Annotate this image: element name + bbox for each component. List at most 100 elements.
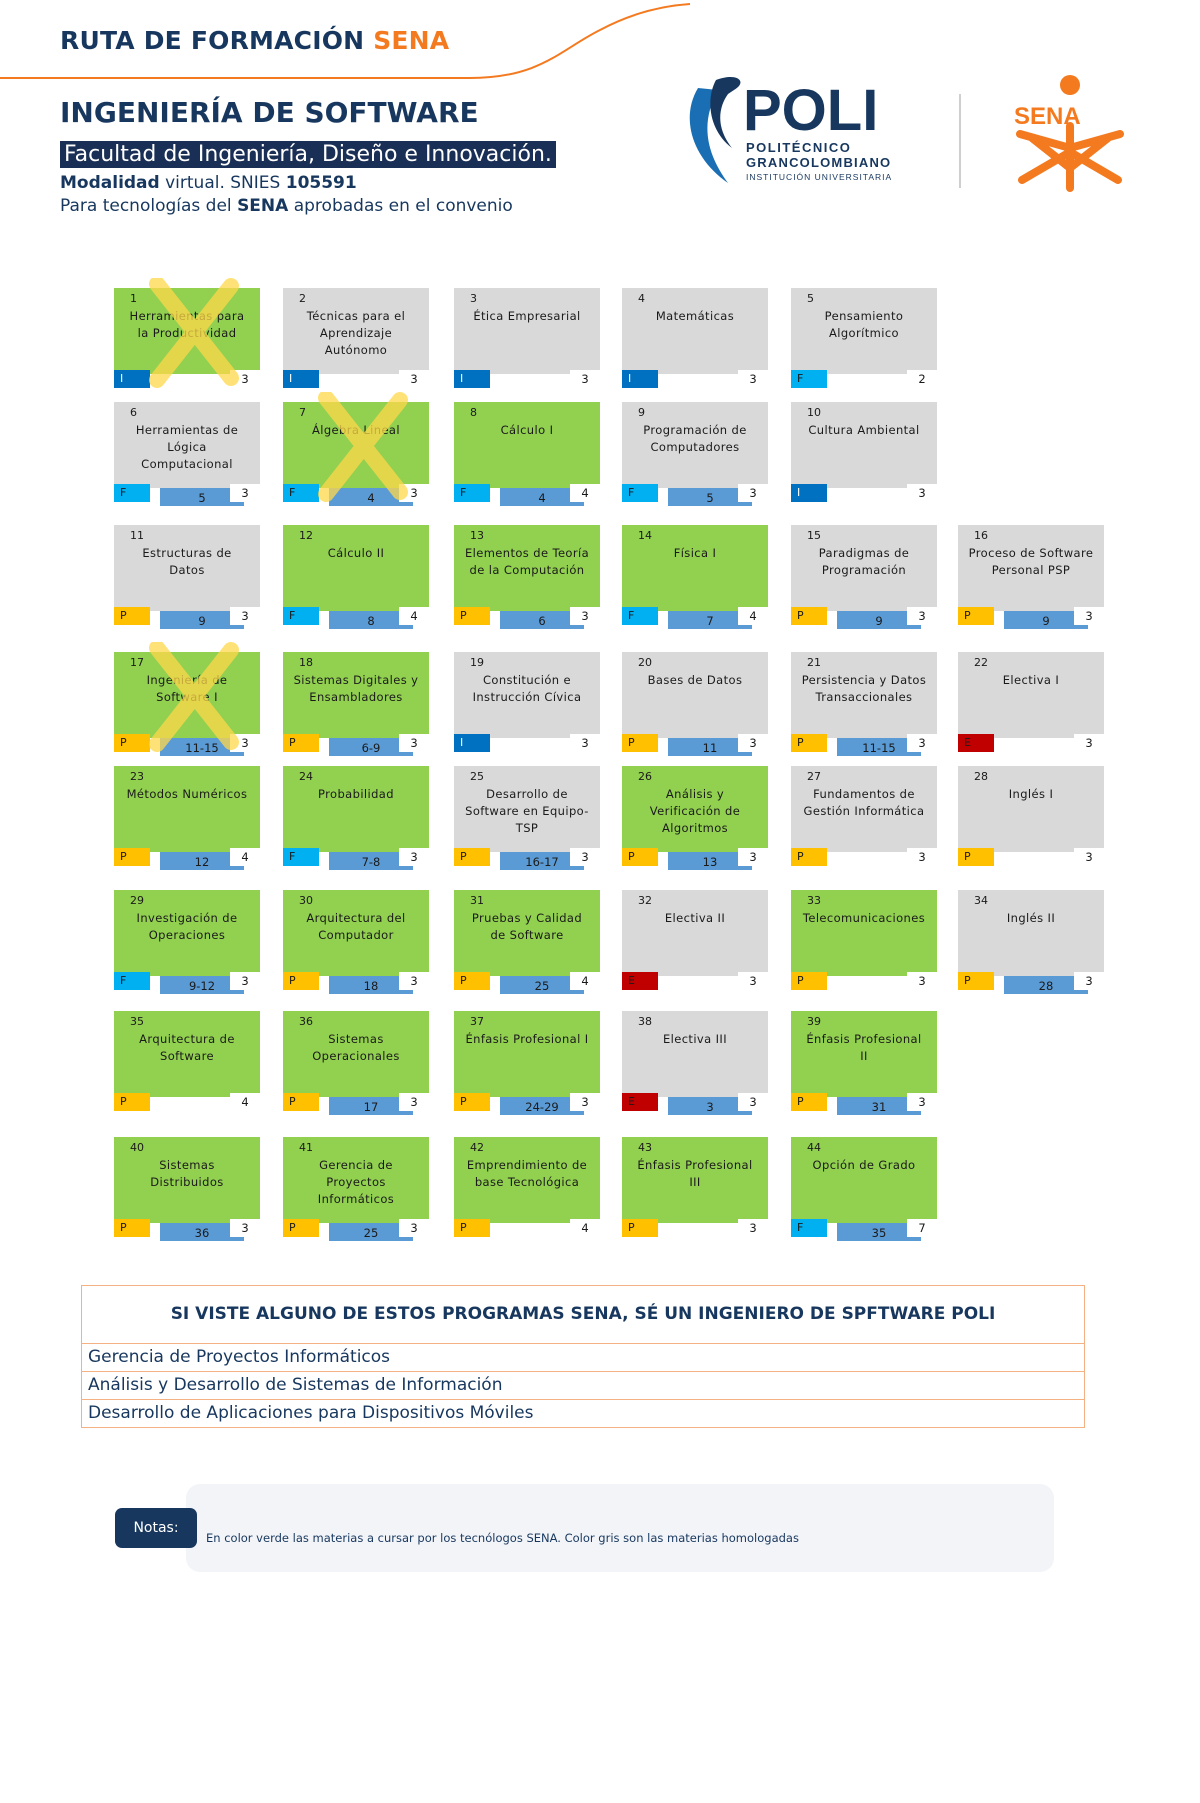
- course-type-tag: F: [114, 972, 150, 990]
- course-card: 17 Ingeniería de Software I P 11-15 3: [114, 642, 260, 756]
- course-credits: 3: [738, 370, 768, 388]
- course-type-tag: F: [622, 484, 658, 502]
- course-body: [454, 525, 600, 611]
- course-credits: 3: [907, 484, 937, 502]
- route-title-main: RUTA DE FORMACIÓN: [60, 26, 365, 55]
- course-type-tag: P: [283, 734, 319, 752]
- course-name: Inglés I: [1008, 787, 1054, 801]
- course-body: [622, 525, 768, 611]
- course-type-tag: P: [283, 972, 319, 990]
- course-credits: 3: [570, 734, 600, 752]
- course-number: 36: [299, 1015, 313, 1028]
- course-name: Ingeniería de Software I: [146, 673, 228, 704]
- course-card: 21 Persistencia y Datos Transaccionales P 1…: [791, 652, 937, 756]
- course-credits: 3: [907, 1093, 937, 1111]
- course-card: 29 Investigación de Operaciones F 9-12 3: [114, 890, 260, 994]
- course-name: Arquitectura de Software: [139, 1032, 235, 1063]
- course-type-tag: P: [958, 848, 994, 866]
- course-body: [114, 766, 260, 852]
- course-body: [283, 1137, 429, 1223]
- course-body: [791, 402, 937, 488]
- course-card: 39 Énfasis Profesional II P 31 3: [791, 1011, 937, 1115]
- course-name: Electiva I: [1002, 673, 1060, 687]
- course-number: 24: [299, 770, 313, 783]
- course-prerequisite: 5: [160, 488, 244, 506]
- program-title: INGENIERÍA DE SOFTWARE: [60, 96, 479, 129]
- course-prerequisite: 9: [1004, 611, 1088, 629]
- course-name: Técnicas para el Aprendizaje Autónomo: [306, 309, 406, 357]
- course-type-tag: I: [454, 734, 490, 752]
- course-name: Pensamiento Algorítmico: [824, 309, 904, 340]
- course-name: Constitución e Instrucción Cívica: [472, 673, 582, 704]
- course-name: Matemáticas: [655, 309, 735, 323]
- course-number: 3: [470, 292, 477, 305]
- sena-table-header: SI VISTE ALGUNO DE ESTOS PROGRAMAS SENA,…: [82, 1286, 1084, 1344]
- course-number: 17: [130, 656, 144, 669]
- course-card: 10 Cultura Ambiental I 3: [791, 402, 937, 506]
- course-body: [958, 525, 1104, 611]
- course-name: Cálculo I: [500, 423, 554, 437]
- course-number: 25: [470, 770, 484, 783]
- course-body: [283, 652, 429, 738]
- course-credits: 3: [399, 1219, 429, 1237]
- course-card: 24 Probabilidad F 7-8 3: [283, 766, 429, 870]
- course-body: [622, 288, 768, 374]
- course-type-tag: P: [622, 1219, 658, 1237]
- course-number: 40: [130, 1141, 144, 1154]
- course-card: 2 Técnicas para el Aprendizaje Autónomo I 3: [283, 288, 429, 392]
- course-prerequisite: 35: [837, 1223, 921, 1241]
- course-card: 1 Herramientas para la Productividad I 3: [114, 278, 260, 392]
- course-type-tag: P: [454, 607, 490, 625]
- course-card: 27 Fundamentos de Gestión Informática P 3: [791, 766, 937, 870]
- course-prerequisite: 36: [160, 1223, 244, 1241]
- course-name: Investigación de Operaciones: [136, 911, 238, 942]
- course-number: 38: [638, 1015, 652, 1028]
- course-body: [622, 890, 768, 976]
- course-type-tag: P: [791, 1093, 827, 1111]
- sena-program-row: Análisis y Desarrollo de Sistemas de Inf…: [82, 1372, 1084, 1400]
- course-number: 11: [130, 529, 144, 542]
- course-card: 35 Arquitectura de Software P 4: [114, 1011, 260, 1115]
- notes-text: En color verde las materias a cursar por…: [206, 1531, 799, 1545]
- course-number: 33: [807, 894, 821, 907]
- course-name: Análisis y Verificación de Algoritmos: [649, 787, 741, 835]
- course-number: 22: [974, 656, 988, 669]
- course-name: Paradigmas de Programación: [818, 546, 910, 577]
- course-type-tag: P: [454, 1093, 490, 1111]
- course-name: Herramientas para la Productividad: [129, 309, 245, 340]
- course-body: [791, 766, 937, 852]
- course-name: Opción de Grado: [812, 1158, 916, 1172]
- course-number: 19: [470, 656, 484, 669]
- course-type-tag: P: [454, 972, 490, 990]
- course-name: Sistemas Distribuidos: [150, 1158, 224, 1189]
- course-body: [791, 1011, 937, 1097]
- course-name: Énfasis Profesional III: [637, 1158, 753, 1189]
- course-prerequisite: 9-12: [160, 976, 244, 994]
- course-credits: 3: [1074, 972, 1104, 990]
- modality-label: Modalidad: [60, 173, 160, 193]
- course-credits: 3: [738, 1093, 768, 1111]
- course-credits: 4: [738, 607, 768, 625]
- course-body: [114, 402, 260, 488]
- notes-box: [186, 1484, 1054, 1572]
- course-card: 3 Ética Empresarial I 3: [454, 288, 600, 392]
- tech-pre: Para tecnologías del: [60, 196, 238, 216]
- course-type-tag: E: [622, 972, 658, 990]
- course-card: 31 Pruebas y Calidad de Software P 25 4: [454, 890, 600, 994]
- course-credits: 3: [1074, 607, 1104, 625]
- course-number: 13: [470, 529, 484, 542]
- course-name: Herramientas de Lógica Computacional: [135, 423, 239, 471]
- course-credits: 3: [399, 484, 429, 502]
- course-prerequisite: 9: [160, 611, 244, 629]
- course-prerequisite: 4: [500, 488, 584, 506]
- course-name: Programación de Computadores: [643, 423, 747, 454]
- course-credits: 3: [399, 848, 429, 866]
- course-name: Telecomunicaciones: [802, 911, 926, 925]
- course-name: Sistemas Operacionales: [312, 1032, 400, 1063]
- course-number: 30: [299, 894, 313, 907]
- technologies-line: Para tecnologías del SENA aprobadas en e…: [60, 196, 513, 216]
- course-card: 13 Elementos de Teoría de la Computación P…: [454, 525, 600, 629]
- sena-program-row: Gerencia de Proyectos Informáticos: [82, 1344, 1084, 1372]
- course-name: Proceso de Software Personal PSP: [968, 546, 1094, 577]
- course-name: Énfasis Profesional I: [465, 1032, 589, 1046]
